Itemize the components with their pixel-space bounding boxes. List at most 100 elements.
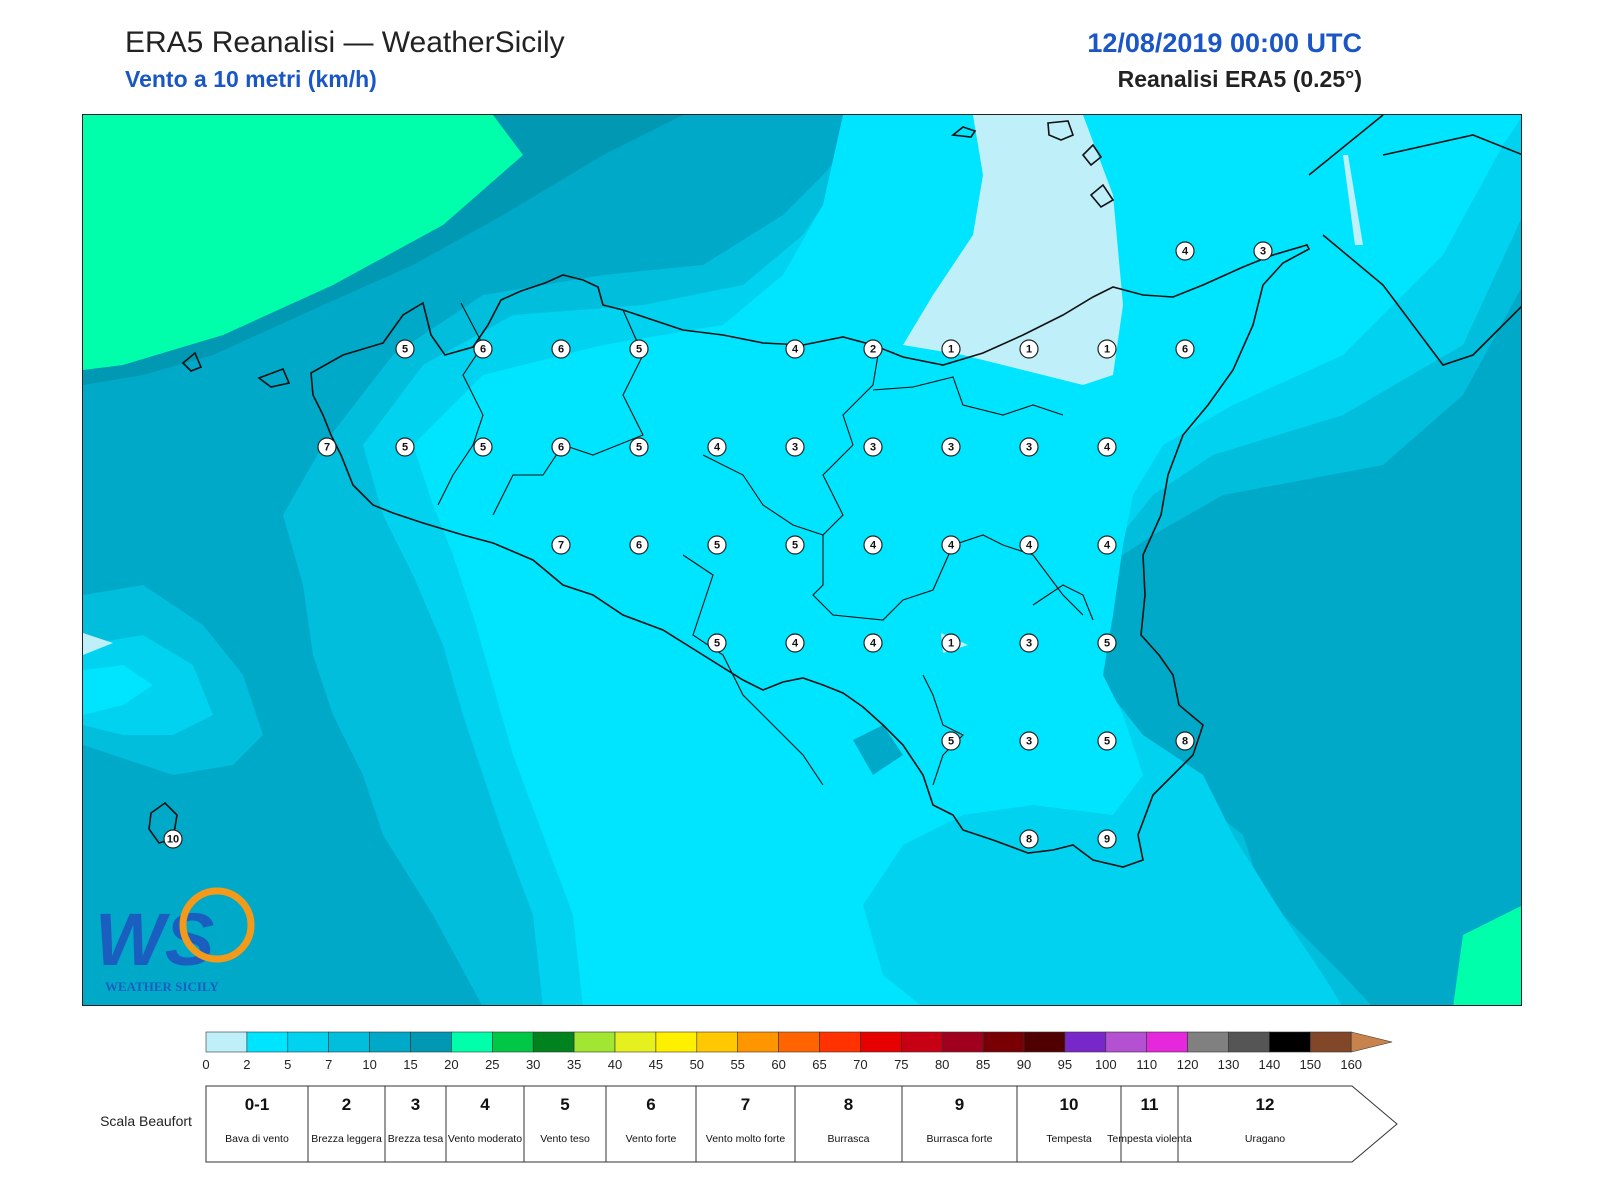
beaufort-class-number: 9	[955, 1095, 964, 1114]
station-marker: 6	[551, 339, 571, 359]
beaufort-class-desc: Uragano	[1245, 1133, 1285, 1145]
station-marker: 5	[941, 731, 961, 751]
map-title: ERA5 Reanalisi — WeatherSicily	[125, 26, 565, 59]
beaufort-class-desc: Vento moderato	[448, 1133, 522, 1145]
colorbar-extend-arrow	[1350, 1031, 1393, 1053]
station-marker: 3	[1253, 241, 1273, 261]
colorbar-swatch	[573, 1031, 616, 1053]
border-segment-6	[812, 535, 904, 621]
station-wind-value: 3	[1026, 638, 1032, 650]
station-marker: 5	[473, 437, 493, 457]
station-marker: 5	[395, 437, 415, 457]
colorbar-swatch	[328, 1031, 370, 1053]
colorbar-tick-label: 45	[649, 1057, 663, 1072]
station-wind-value: 5	[714, 540, 720, 552]
beaufort-class-number: 4	[480, 1095, 490, 1114]
beaufort-class-desc: Tempesta	[1046, 1133, 1092, 1145]
station-marker: 4	[1019, 535, 1039, 555]
colorbar-swatch	[696, 1031, 738, 1053]
colorbar-swatch	[1146, 1031, 1188, 1053]
colorbar-tick-label: 55	[730, 1057, 744, 1072]
beaufort-class-number: 12	[1256, 1095, 1275, 1114]
colorbar-tick-label: 160	[1340, 1057, 1362, 1072]
station-marker: 5	[1097, 633, 1117, 653]
station-wind-value: 4	[870, 540, 877, 552]
station-wind-value: 3	[1026, 442, 1032, 454]
beaufort-scale: 0-1 Bava di vento 2 Brezza leggera 3 Brezza t…	[100, 1085, 1398, 1163]
station-wind-value: 1	[1026, 344, 1032, 356]
colorbar-tick-label: 5	[284, 1057, 291, 1072]
colorbar-tick-label: 7	[325, 1057, 332, 1072]
station-marker: 1	[941, 633, 961, 653]
beaufort-class-number: 5	[560, 1095, 569, 1114]
station-marker: 3	[785, 437, 805, 457]
station-marker: 3	[1019, 731, 1039, 751]
station-marker: 8	[1019, 829, 1039, 849]
station-marker: 3	[1019, 437, 1039, 457]
station-marker: 6	[551, 437, 571, 457]
colorbar-tick-label: 130	[1218, 1057, 1240, 1072]
border-segment-9	[1032, 584, 1094, 621]
colorbar-swatch	[1023, 1031, 1066, 1053]
calm-strait-fill	[1343, 155, 1363, 245]
station-wind-value: 4	[948, 540, 955, 552]
colorbar-swatch	[655, 1031, 698, 1053]
station-wind-value: 3	[792, 442, 798, 454]
station-wind-value: 8	[1026, 834, 1032, 846]
station-marker: 10	[163, 829, 183, 849]
colorbar-tick-label: 30	[526, 1057, 540, 1072]
border-segment-8	[922, 674, 964, 786]
beaufort-class-desc: Burrasca forte	[927, 1133, 993, 1145]
beaufort-scale-label: Scala Beaufort	[100, 1113, 192, 1129]
coast-segment-2	[1047, 120, 1075, 141]
border-segment-1	[492, 309, 644, 516]
band-5-west-fill	[83, 665, 153, 715]
station-marker: 1	[1019, 339, 1039, 359]
coast-segment-6	[257, 367, 291, 388]
station-marker: 6	[629, 535, 649, 555]
colorbar-tick-label: 15	[403, 1057, 417, 1072]
colorbar-swatch	[451, 1031, 493, 1053]
colorbar-tick-label: 60	[771, 1057, 785, 1072]
colorbar-swatch	[246, 1031, 289, 1053]
station-marker: 4	[1097, 437, 1117, 457]
province-borders	[437, 302, 1094, 786]
station-wind-value: 9	[1104, 834, 1110, 846]
station-marker: 5	[707, 535, 727, 555]
station-wind-value: 6	[636, 540, 642, 552]
colorbar-swatch	[900, 1031, 943, 1053]
beaufort-class-desc: Tempesta violenta	[1107, 1133, 1192, 1145]
colorbar-swatch	[1187, 1031, 1229, 1053]
station-marker: 6	[473, 339, 493, 359]
station-wind-value: 4	[1104, 540, 1111, 552]
station-wind-value: 5	[402, 344, 408, 356]
colorbar: 0 2 5 7 10 15 20 25 30 35 40 45 50 55 60 65 70 75 80 85 90 95…	[202, 1031, 1393, 1072]
station-wind-value: 6	[480, 344, 486, 356]
border-segment-5	[872, 376, 1064, 416]
weathersicily-logo: WS WEATHER SICILY	[95, 887, 255, 994]
colorbar-swatch	[982, 1031, 1025, 1053]
colorbar-tick-label: 20	[444, 1057, 458, 1072]
colorbar-swatch	[1228, 1031, 1270, 1053]
station-wind-value: 6	[558, 442, 564, 454]
beaufort-class-number: 2	[342, 1095, 351, 1114]
coast-segment-1	[950, 126, 977, 138]
station-wind-value: 3	[1026, 736, 1032, 748]
station-wind-value: 5	[636, 344, 642, 356]
station-wind-value: 7	[558, 540, 564, 552]
calm-north-fill	[903, 115, 1123, 385]
colorbar-swatch	[778, 1031, 820, 1053]
station-marker: 3	[863, 437, 883, 457]
colorbar-swatch	[1064, 1031, 1107, 1053]
colorbar-tick-label: 85	[976, 1057, 990, 1072]
colorbar-tick-label: 65	[812, 1057, 826, 1072]
station-wind-value: 6	[1182, 344, 1188, 356]
beaufort-class-number: 11	[1141, 1095, 1159, 1114]
station-wind-value: 4	[792, 638, 799, 650]
data-source: Reanalisi ERA5 (0.25°)	[1117, 66, 1362, 92]
colorbar-tick-label: 35	[567, 1057, 581, 1072]
station-marker: 1	[941, 339, 961, 359]
station-marker: 4	[785, 633, 805, 653]
station-wind-value: 4	[1182, 246, 1189, 258]
coastline	[148, 115, 1521, 868]
